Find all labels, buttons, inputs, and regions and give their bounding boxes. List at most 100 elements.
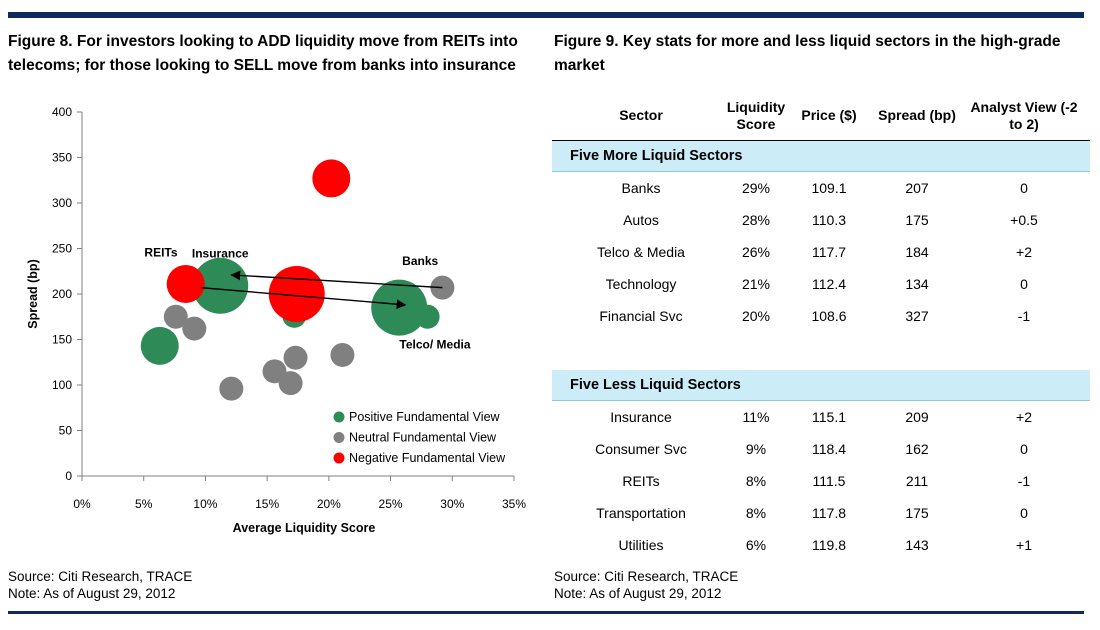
negative-bubble [312,159,351,198]
table-cell: Consumer Svc [595,441,687,457]
table-cell: 327 [905,308,929,324]
y-tick-label: 150 [52,333,72,347]
column-header: Liquidity Score [726,98,786,132]
table-cell: 211 [905,473,929,489]
table-cell: Insurance [610,409,672,425]
table-cell: 119.8 [812,537,846,553]
y-tick-label: 400 [52,105,72,119]
positive-bubble [371,279,428,336]
positive-bubble [140,326,179,365]
x-tick-label: 10% [193,497,217,511]
table-cell: 8% [745,505,767,521]
table-row: REITs 8% 111.5 211 -1 [552,465,1090,497]
figure-9-title: Figure 9. Key stats for more and less li… [554,33,1061,74]
y-axis-title: Spread (bp) [26,259,40,328]
legend-marker [333,411,345,423]
table-cell: 184 [905,244,929,260]
sector-annotation: Telco/ Media [399,338,470,352]
y-tick-label: 350 [52,151,72,165]
table-cell: 28% [741,212,771,228]
table-cell: Telco & Media [597,244,685,260]
table-cell: 11% [742,409,770,425]
x-tick-label: 30% [440,497,464,511]
positive-bubble [415,304,440,329]
table-row: Financial Svc 20% 108.6 327 -1 [552,300,1090,332]
legend-marker [333,452,345,464]
date-note: Note: As of August 29, 2012 [554,586,722,601]
table-cell: 26% [741,244,771,260]
table-row: Telco & Media 26% 117.7 184 +2 [552,236,1090,268]
section-spacer [552,332,1090,370]
column-header: Spread (bp) [878,107,956,123]
bottom-rule [8,611,1084,614]
table-cell: +2 [1016,244,1032,260]
table-cell: +1 [1016,537,1032,553]
x-tick-label: 20% [317,497,341,511]
sector-annotation: Banks [402,254,438,268]
table-cell: REITs [622,473,660,489]
y-tick-label: 200 [52,287,72,301]
y-tick-label: 0 [65,469,72,483]
sector-annotation: Insurance [192,247,249,261]
table-cell: 162 [905,441,929,457]
neutral-bubble [182,316,207,341]
table-cell: 0 [1020,441,1028,457]
top-rule [8,12,1084,18]
table-cell: 175 [905,505,929,521]
table-cell: 207 [905,180,929,196]
table-row: Technology 21% 112.4 134 0 [552,268,1090,300]
table-cell: 20% [741,308,771,324]
table-cell: 175 [905,212,929,228]
table-cell: 29% [741,180,771,196]
header-rule [552,140,1090,141]
sector-stats-table: Sector Liquidity Score Price ($) Spread (bp… [552,93,1090,561]
table-cell: 117.8 [812,505,846,521]
table-cell: 118.4 [812,441,846,457]
x-tick-label: 35% [502,497,526,511]
sector-annotation: REITs [144,246,177,260]
table-cell: Utilities [618,537,664,553]
column-header: Analyst View (-2 to 2) [970,98,1078,132]
table-cell: +0.5 [1010,212,1038,228]
table-cell: 8% [745,473,767,489]
table-cell: Autos [623,212,659,228]
x-tick-label: 5% [135,497,153,511]
table-cell: 21% [741,276,771,292]
table-cell: 9% [745,441,767,457]
section-header: Five More Liquid Sectors [552,141,1090,172]
neutral-bubble [283,345,308,370]
legend-label: Positive Fundamental View [349,410,501,424]
x-tick-label: 15% [255,497,279,511]
table-cell: 110.3 [812,212,846,228]
table-cell: 117.7 [812,244,846,260]
table-row: Consumer Svc 9% 118.4 162 0 [552,433,1090,465]
table-cell: 143 [905,537,929,553]
table-cell: 108.6 [811,308,847,324]
neutral-bubble [163,304,188,329]
table-row: Insurance 11% 115.1 209 +2 [552,401,1090,433]
y-tick-label: 50 [59,424,73,438]
figure-9-footer: Source: Citi Research, TRACE Note: As of… [554,568,738,602]
date-note: Note: As of August 29, 2012 [8,586,176,601]
negative-bubble [166,264,205,303]
table-cell: 209 [905,409,929,425]
legend-marker [333,432,345,443]
table-cell: 0 [1020,276,1028,292]
table-cell: +2 [1016,409,1032,425]
table-cell: 112.4 [812,276,846,292]
column-header: Price ($) [801,107,857,123]
table-cell: 134 [905,276,929,292]
table-row: Banks 29% 109.1 207 0 [552,172,1090,204]
x-tick-label: 25% [379,497,403,511]
table-cell: 109.1 [811,180,847,196]
table-cell: 0 [1020,180,1028,196]
table-row: Transportation 8% 117.8 175 0 [552,497,1090,529]
table-cell: Transportation [596,505,686,521]
table-cell: 115.1 [812,409,846,425]
table-cell: -1 [1017,473,1031,489]
flow-arrow [200,286,407,310]
legend-label: Neutral Fundamental View [349,431,497,445]
table-cell: -1 [1017,308,1031,324]
x-axis-title: Average Liquidity Score [233,521,376,535]
y-tick-label: 300 [52,196,72,210]
